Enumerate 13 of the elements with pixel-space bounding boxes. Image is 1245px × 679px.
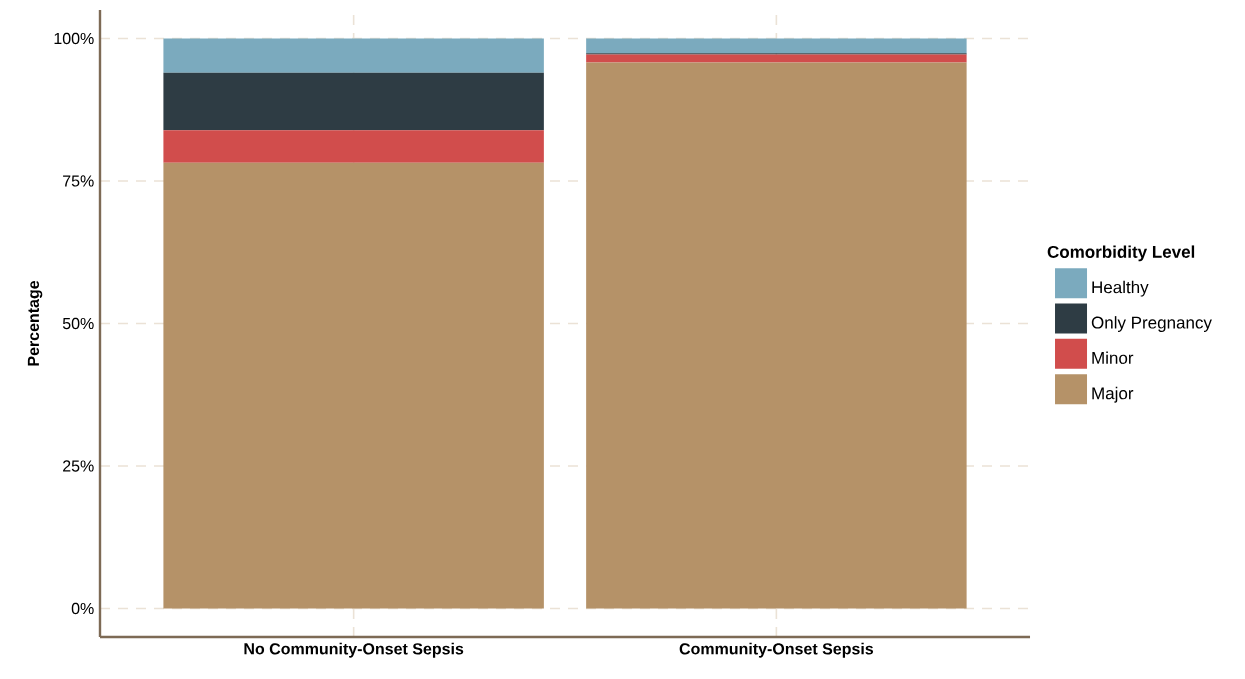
legend-label: Only Pregnancy (1091, 316, 1212, 332)
legend-title: Comorbidity Level (1047, 245, 1195, 262)
x-tick-label: Community-Onset Sepsis (679, 642, 874, 658)
y-tick-label: 0% (71, 602, 94, 615)
y-tick-label: 25% (63, 460, 94, 472)
y-axis-title: Percentage (27, 280, 43, 366)
legend-label: Major (1092, 386, 1134, 403)
x-tick-label: No Community-Onset Sepsis (244, 642, 464, 658)
y-tick-label: 50% (62, 317, 94, 330)
y-tick-label: 75% (63, 175, 94, 187)
legend-label: Minor (1092, 351, 1134, 364)
legend-label: Healthy (1092, 280, 1149, 297)
y-tick-label: 100% (54, 32, 94, 45)
